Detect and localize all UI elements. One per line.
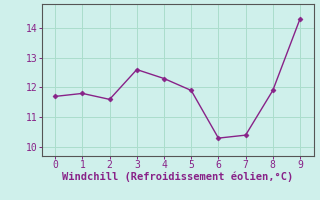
X-axis label: Windchill (Refroidissement éolien,°C): Windchill (Refroidissement éolien,°C): [62, 172, 293, 182]
